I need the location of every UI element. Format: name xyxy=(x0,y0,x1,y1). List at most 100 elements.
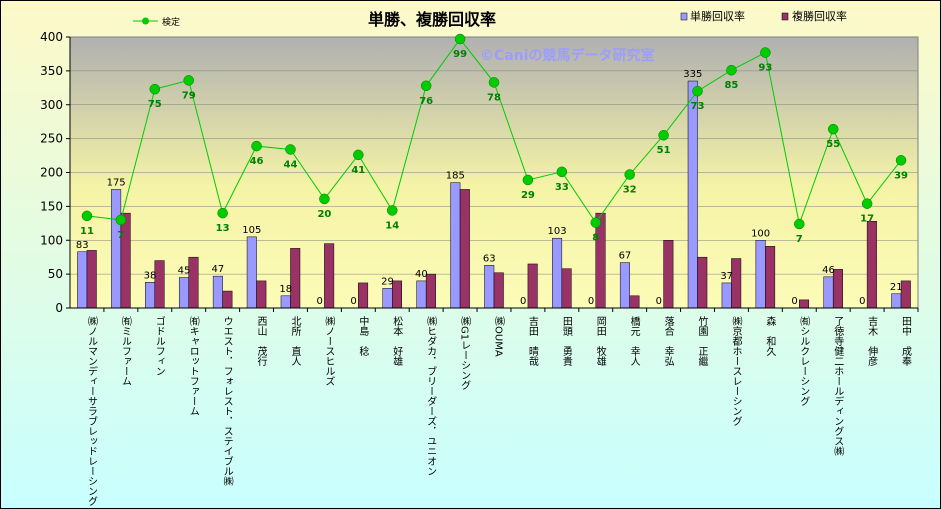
test-point-label: 85 xyxy=(724,80,738,91)
test-point xyxy=(285,144,296,155)
test-point xyxy=(353,149,364,161)
y-tick-label: 200 xyxy=(40,166,63,180)
test-line: 11 7 75 79 13 46 44 20 41 14 76 99 78 29 33 8 32 51 73 85 93… xyxy=(80,33,908,245)
y-axis: 0 50 100 150 200 250 300 350 400 xyxy=(40,30,71,315)
test-point-label: 7 xyxy=(117,230,124,241)
legend-swatch-place xyxy=(781,12,789,21)
test-point-label: 29 xyxy=(521,190,535,201)
win-bar xyxy=(77,251,88,309)
place-bar xyxy=(731,258,742,309)
win-bar-label: 45 xyxy=(178,266,191,277)
y-tick-label: 0 xyxy=(55,301,63,315)
place-bar xyxy=(120,212,131,309)
test-point xyxy=(827,123,839,135)
test-point xyxy=(624,169,635,180)
test-point xyxy=(658,129,669,141)
x-tick-label: ㈱ノルマンディーサラブレッドレーシング xyxy=(85,316,97,506)
test-point-label: 32 xyxy=(623,185,637,196)
x-tick-label: ㈱京都ホースレーシング xyxy=(730,316,742,426)
y-tick-label: 250 xyxy=(40,132,63,146)
win-bar xyxy=(721,282,732,309)
place-bar xyxy=(154,260,165,309)
win-bar-label: 100 xyxy=(751,228,770,239)
x-tick-label: 了徳寺健二ホールディングス㈱ xyxy=(832,316,844,456)
legend-label-win: 単勝回収率 xyxy=(690,9,745,23)
win-bar xyxy=(280,295,291,309)
x-tick-label: 田中 成奉 xyxy=(900,316,912,366)
win-bar-label: 83 xyxy=(76,240,89,251)
win-bar xyxy=(484,265,495,309)
x-tick-label: 落合 幸弘 xyxy=(662,316,674,367)
test-point-label: 55 xyxy=(826,139,840,150)
win-bar-label: 47 xyxy=(212,264,225,275)
win-bar-label: 0 xyxy=(588,296,594,307)
test-point xyxy=(420,80,432,92)
place-bar xyxy=(493,272,504,309)
test-point xyxy=(895,155,907,166)
place-bar xyxy=(527,263,538,309)
test-point xyxy=(81,210,93,222)
place-bar xyxy=(765,246,776,309)
legend: 検定 単勝回収率 複勝回収率 xyxy=(133,9,847,28)
test-point-label: 79 xyxy=(182,90,196,101)
x-axis: ㈱ノルマンディーサラブレッドレーシング ㈲ミルファーム ゴドルフィン ㈲キャロットファ… xyxy=(70,307,919,506)
test-point-label: 33 xyxy=(555,182,569,193)
win-bar-label: 105 xyxy=(242,225,261,236)
test-point xyxy=(183,75,194,86)
test-point xyxy=(726,64,737,76)
y-tick-label: 400 xyxy=(40,30,63,44)
x-tick-label: ㈱ノースヒルズ xyxy=(323,316,335,386)
x-tick-label: 田頭 勇貴 xyxy=(560,316,572,367)
place-bar xyxy=(290,248,301,309)
test-point xyxy=(386,205,398,216)
win-bar-label: 185 xyxy=(446,171,465,182)
x-tick-label: ㈲ミルファーム xyxy=(119,316,131,386)
x-tick-label: 吉田 晴哉 xyxy=(526,316,538,366)
test-point-label: 41 xyxy=(351,165,365,176)
win-bar xyxy=(212,275,223,309)
test-point-label: 44 xyxy=(284,159,298,170)
win-bar-label: 103 xyxy=(548,226,567,237)
test-point-label: 51 xyxy=(657,145,671,156)
test-point-label: 11 xyxy=(80,226,94,237)
legend-swatch-win xyxy=(680,12,688,21)
test-point xyxy=(794,218,805,230)
win-bar-label: 40 xyxy=(415,269,428,280)
test-point-label: 13 xyxy=(216,223,230,234)
win-bar xyxy=(755,240,766,309)
test-point-label: 99 xyxy=(453,49,467,60)
x-tick-label: ウエスト．フォレスト．ステイブル㈱ xyxy=(221,316,233,486)
place-bar xyxy=(358,282,369,309)
x-tick-label: ㈱G1レーシング xyxy=(459,316,471,390)
win-bar-label: 0 xyxy=(350,296,356,307)
test-point xyxy=(251,140,262,152)
place-bar xyxy=(799,299,810,309)
watermark: ©Caniの競馬データ研究室 xyxy=(480,47,655,64)
x-tick-label: 森 和久 xyxy=(764,315,776,357)
win-bar xyxy=(382,288,393,309)
test-point xyxy=(217,207,228,219)
win-bar xyxy=(687,80,698,309)
win-bar-label: 175 xyxy=(107,177,126,188)
test-point-label: 14 xyxy=(385,220,399,231)
win-bar xyxy=(552,237,563,309)
win-bar xyxy=(823,276,834,309)
win-bar-label: 21 xyxy=(890,282,903,293)
place-bar xyxy=(86,250,97,309)
test-point xyxy=(488,77,500,88)
test-point xyxy=(861,198,873,209)
test-point-label: 7 xyxy=(796,234,803,245)
x-tick-label: ㈱ヒダカ．ブリーダーズ．ユニオン xyxy=(425,316,437,476)
y-tick-label: 150 xyxy=(40,199,63,213)
test-point-label: 46 xyxy=(250,156,264,167)
win-bar xyxy=(416,280,427,309)
win-bar-label: 46 xyxy=(822,265,835,276)
win-bar-label: 67 xyxy=(619,251,632,262)
place-bar xyxy=(561,268,572,309)
win-bar xyxy=(450,182,461,309)
legend-label-test: 検定 xyxy=(162,16,180,28)
place-bar xyxy=(222,290,233,309)
win-bar xyxy=(178,277,189,309)
x-tick-label: 吉木 伸彦 xyxy=(866,316,878,367)
